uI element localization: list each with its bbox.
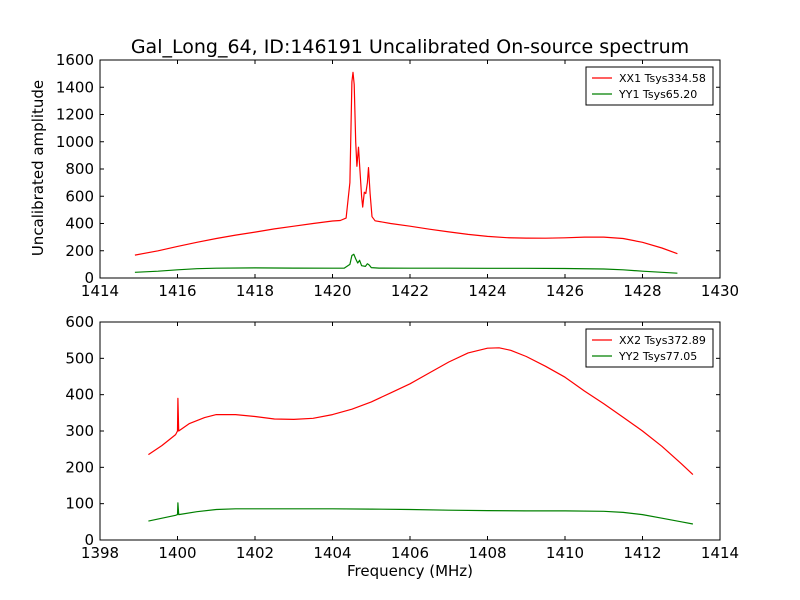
bottom-xtick-label: 1404 xyxy=(313,544,351,562)
top-xtick-label: 1424 xyxy=(468,282,506,300)
top-ytick-label: 1400 xyxy=(56,78,94,96)
bottom-chart: 1398 1400 1402 1404 1406 1408 1410 1412 1414 0 100… xyxy=(65,313,739,562)
top-legend-box xyxy=(585,66,714,106)
bottom-xtick-label: 1398 xyxy=(81,544,119,562)
top-xtick-label: 1420 xyxy=(313,282,351,300)
bottom-xtick-label: 1410 xyxy=(546,544,584,562)
top-ytick-label: 400 xyxy=(65,215,94,233)
top-series-line-yy1 xyxy=(134,253,678,274)
bottom-ytick-label: 300 xyxy=(65,422,94,440)
top-ytick-label: 1200 xyxy=(56,106,94,124)
bottom-ytick-label: 500 xyxy=(65,349,94,367)
top-xtick-label: 1418 xyxy=(236,282,274,300)
top-chart: 1414 1416 1418 1420 1422 1424 1426 1428 1430 0 200… xyxy=(56,51,739,300)
top-ytick-label: 1600 xyxy=(56,51,94,69)
top-ytick-label: 800 xyxy=(65,160,94,178)
top-xtick-label: 1416 xyxy=(158,282,196,300)
top-xtick-label: 1422 xyxy=(391,282,429,300)
top-chart-title: Gal_Long_64, ID:146191 Uncalibrated On-s… xyxy=(131,36,689,58)
bottom-xtick-label: 1400 xyxy=(158,544,196,562)
bottom-series-line-xx2 xyxy=(148,347,694,476)
top-xtick-label: 1428 xyxy=(623,282,661,300)
bottom-xtick-label: 1408 xyxy=(468,544,506,562)
top-ytick-label: 1000 xyxy=(56,133,94,151)
bottom-xtick-label: 1414 xyxy=(701,544,739,562)
bottom-ytick-label: 600 xyxy=(65,313,94,331)
bottom-ytick-label: 400 xyxy=(65,386,94,404)
bottom-ytick-label: 200 xyxy=(65,458,94,476)
bottom-series-line-yy2 xyxy=(148,502,694,525)
top-xtick-label: 1414 xyxy=(81,282,119,300)
top-xtick-label: 1430 xyxy=(701,282,739,300)
bottom-legend-box xyxy=(585,328,714,368)
top-ytick-label: 600 xyxy=(65,187,94,205)
bottom-ytick-label: 100 xyxy=(65,495,94,513)
top-ytick-label: 200 xyxy=(65,242,94,260)
bottom-legend-label: XX2 Tsys372.89 xyxy=(619,334,706,347)
bottom-xtick-label: 1406 xyxy=(391,544,429,562)
top-legend-label: XX1 Tsys334.58 xyxy=(619,72,706,85)
top-xtick-label: 1426 xyxy=(546,282,584,300)
bottom-legend-label: YY2 Tsys77.05 xyxy=(618,350,697,363)
top-legend-label: YY1 Tsys65.20 xyxy=(618,88,697,101)
bottom-xtick-label: 1412 xyxy=(623,544,661,562)
bottom-ytick-label: 0 xyxy=(84,531,94,549)
bottom-chart-xlabel: Frequency (MHz) xyxy=(347,562,473,580)
bottom-xtick-label: 1402 xyxy=(236,544,274,562)
top-ytick-label: 0 xyxy=(84,269,94,287)
top-series-line-xx1 xyxy=(134,71,678,256)
top-chart-ylabel: Uncalibrated amplitude xyxy=(29,80,47,256)
